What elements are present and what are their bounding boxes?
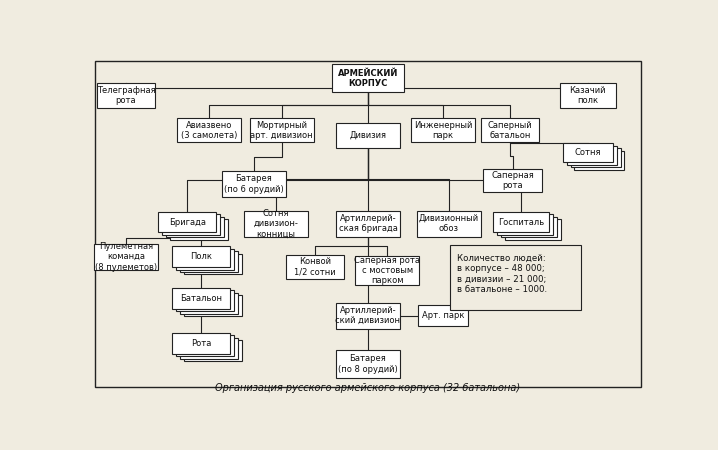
FancyBboxPatch shape [184,254,242,274]
FancyBboxPatch shape [493,212,549,233]
Text: Саперный
батальон: Саперный батальон [488,121,532,140]
Text: Сотня: Сотня [574,148,601,157]
FancyBboxPatch shape [158,212,216,233]
FancyBboxPatch shape [172,288,230,309]
FancyBboxPatch shape [332,64,404,92]
Text: Казачий
полк: Казачий полк [569,86,606,105]
Text: Артиллерий-
ский дивизион: Артиллерий- ский дивизион [335,306,401,325]
FancyBboxPatch shape [250,118,314,142]
FancyBboxPatch shape [180,293,238,314]
Text: Саперная
рота: Саперная рота [491,171,534,190]
FancyBboxPatch shape [480,118,539,142]
FancyBboxPatch shape [416,211,480,237]
Text: Батарея
(по 8 орудий): Батарея (по 8 орудий) [338,355,398,374]
Text: Арт. парк: Арт. парк [422,311,465,320]
FancyBboxPatch shape [172,246,230,267]
Text: Полк: Полк [190,252,212,261]
Text: Авиазвено
(3 самолета): Авиазвено (3 самолета) [181,121,238,140]
FancyBboxPatch shape [176,335,234,356]
FancyBboxPatch shape [184,295,242,316]
FancyBboxPatch shape [166,216,224,237]
Text: Количество людей:
в корпусе – 48 000;
в дивизии – 21 000;
в батальоне – 1000.: Количество людей: в корпусе – 48 000; в … [457,254,547,294]
Text: Батарея
(по 6 орудий): Батарея (по 6 орудий) [224,174,284,194]
FancyBboxPatch shape [176,249,234,270]
FancyBboxPatch shape [244,211,308,237]
Text: Мортирный
арт. дивизион: Мортирный арт. дивизион [251,121,313,140]
Text: Организация русского армейского корпуса (32 батальона): Организация русского армейского корпуса … [215,383,521,393]
FancyBboxPatch shape [355,256,419,285]
FancyBboxPatch shape [574,150,625,170]
Text: Телеграфная
рота: Телеграфная рота [97,86,155,105]
Text: Дивизионный
обоз: Дивизионный обоз [419,214,479,234]
FancyBboxPatch shape [336,123,400,148]
Text: Бригада: Бригада [169,217,205,226]
FancyBboxPatch shape [286,255,345,279]
Text: Артиллерий-
ская бригада: Артиллерий- ская бригада [339,214,397,234]
Text: Дивизия: Дивизия [350,131,386,140]
FancyBboxPatch shape [95,61,640,387]
Text: Сотня
дивизион-
конницы: Сотня дивизион- конницы [253,209,299,238]
FancyBboxPatch shape [501,216,556,237]
Text: АРМЕЙСКИЙ
КОРПУС: АРМЕЙСКИЙ КОРПУС [337,68,398,88]
FancyBboxPatch shape [162,214,220,235]
FancyBboxPatch shape [571,148,620,167]
FancyBboxPatch shape [505,219,561,240]
FancyBboxPatch shape [497,214,553,235]
FancyBboxPatch shape [177,118,241,142]
Text: Инженерный
парк: Инженерный парк [414,121,472,140]
Text: Пулеметная
команда
(8 пулеметов): Пулеметная команда (8 пулеметов) [95,242,157,272]
FancyBboxPatch shape [563,143,613,162]
FancyBboxPatch shape [560,83,615,108]
FancyBboxPatch shape [97,83,155,108]
FancyBboxPatch shape [176,290,234,311]
FancyBboxPatch shape [222,171,286,197]
FancyBboxPatch shape [336,211,400,237]
FancyBboxPatch shape [172,333,230,354]
FancyBboxPatch shape [411,118,475,142]
FancyBboxPatch shape [180,338,238,359]
FancyBboxPatch shape [94,244,158,270]
Text: Саперная рота
с мостовым
парком: Саперная рота с мостовым парком [355,256,421,285]
FancyBboxPatch shape [336,302,400,328]
FancyBboxPatch shape [184,340,242,361]
FancyBboxPatch shape [450,245,581,310]
FancyBboxPatch shape [483,169,542,192]
FancyBboxPatch shape [180,251,238,272]
FancyBboxPatch shape [336,350,400,378]
FancyBboxPatch shape [169,219,228,240]
Text: Батальон: Батальон [180,294,222,303]
Text: Конвой
1/2 сотни: Конвой 1/2 сотни [294,257,336,277]
FancyBboxPatch shape [418,305,468,326]
Text: Рота: Рота [191,339,211,348]
FancyBboxPatch shape [567,146,617,165]
Text: Госпиталь: Госпиталь [498,217,544,226]
